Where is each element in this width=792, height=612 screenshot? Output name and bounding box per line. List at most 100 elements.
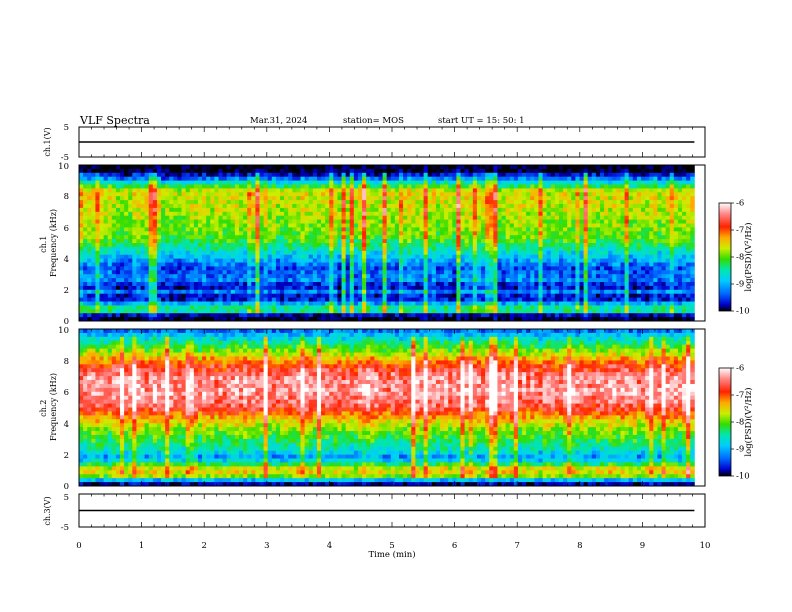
spectrogram-cell [341, 278, 347, 283]
spectrogram-cell [255, 278, 260, 283]
spectrogram-cell [517, 165, 523, 170]
spectrogram-cell [177, 188, 182, 193]
spectrogram-cell [382, 274, 388, 279]
spectrogram-cell [575, 282, 580, 287]
spectrogram-cell [267, 282, 273, 287]
spectrogram-cell [526, 192, 531, 197]
spectrogram-cell [546, 200, 552, 205]
spectrogram-cell [370, 246, 375, 252]
spectrogram-cell [583, 188, 589, 193]
spectrogram-cell [120, 309, 125, 314]
spectrogram-cell [115, 243, 121, 248]
spectrogram-cell [83, 258, 88, 263]
spectrogram-cell [456, 172, 461, 178]
spectrogram-cell [345, 243, 351, 248]
spectrogram-cell [206, 200, 211, 205]
spectrogram-cell [575, 200, 580, 205]
spectrogram-cell [214, 227, 219, 232]
spectrogram-cell [115, 227, 121, 232]
spectrogram-cell [312, 184, 318, 189]
spectrogram-cell [193, 235, 199, 240]
spectrogram-cell [546, 231, 552, 236]
spectrogram-cell [456, 289, 461, 295]
spectrogram-cell [558, 168, 564, 174]
spectrogram-cell [280, 211, 285, 217]
spectrogram-cell [144, 184, 150, 189]
spectrogram-cell [288, 207, 293, 213]
spectrogram-cell [468, 165, 474, 170]
spectrogram-cell [427, 215, 433, 220]
spectrogram-cell [197, 227, 203, 232]
spectrogram-cell [316, 293, 322, 298]
spectrogram-cell [144, 293, 150, 298]
spectrogram-cell [357, 274, 363, 279]
spectrogram-cell [304, 309, 310, 314]
spectrogram-cell [530, 258, 535, 263]
spectrogram-cell [234, 239, 240, 244]
spectrogram-cell [238, 262, 244, 267]
spectrogram-cell [95, 227, 100, 232]
spectrogram-cell [374, 250, 379, 256]
spectrogram-cell [444, 172, 449, 178]
spectrogram-cell [218, 207, 223, 213]
spectrogram-cell [526, 270, 531, 275]
spectrogram-cell [403, 313, 408, 318]
spectrogram-cell [345, 215, 351, 220]
spectrogram-cell [132, 196, 137, 201]
spectrogram-cell [275, 301, 281, 306]
spectrogram-cell [415, 262, 420, 267]
spectrogram-cell [567, 274, 572, 279]
spectrogram-cell [493, 243, 498, 248]
spectrogram-cell [325, 200, 330, 205]
spectrogram-cell [288, 223, 293, 228]
spectrogram-cell [202, 184, 207, 189]
spectrogram-cell [554, 219, 560, 224]
spectrogram-cell [431, 246, 437, 252]
spectrogram-cell [292, 200, 297, 205]
spectrogram-cell [497, 289, 502, 295]
spectrogram-cell [513, 219, 519, 224]
spectrogram-cell [169, 239, 174, 244]
spectrogram-cell [181, 258, 187, 263]
spectrogram-cell [300, 184, 306, 189]
spectrogram-cell [181, 278, 187, 283]
spectrogram-cell [316, 215, 322, 220]
spectrogram-cell [288, 215, 293, 220]
spectrogram-cell [226, 192, 232, 197]
spectrogram-cell [530, 309, 535, 314]
spectrogram-cell [95, 180, 100, 185]
spectrogram-cell [111, 270, 117, 275]
spectrogram-cell [189, 262, 195, 267]
spectrogram-cell [337, 207, 342, 213]
spectrogram-cell [120, 246, 125, 252]
spectrogram-cell [554, 301, 560, 306]
spectrogram-cell [247, 278, 252, 283]
spectrogram-cell [120, 188, 125, 193]
spectrogram-cell [440, 285, 445, 291]
spectrogram-cell [509, 282, 515, 287]
spectrogram-cell [255, 285, 260, 291]
spectrogram-cell [284, 207, 289, 213]
spectrogram-cell [247, 180, 252, 185]
spectrogram-cell [247, 262, 252, 267]
spectrogram-cell [398, 262, 404, 267]
spectrogram-cell [558, 196, 564, 201]
spectrogram-cell [583, 215, 589, 220]
spectrogram-cell [263, 293, 269, 298]
spectrogram-cell [193, 180, 199, 185]
spectrogram-cell [177, 211, 182, 217]
spectrogram-cell [567, 168, 572, 174]
spectrogram-cell [390, 254, 396, 259]
spectrogram-cell [325, 262, 330, 267]
spectrogram-cell [128, 293, 133, 298]
spectrogram-cell [550, 317, 556, 322]
spectrogram-cell [243, 196, 248, 201]
spectrogram-cell [337, 168, 342, 174]
spectrogram-cell [300, 278, 306, 283]
spectrogram-cell [288, 180, 293, 185]
spectrogram-cell [189, 274, 195, 279]
spectrogram-cell [468, 258, 474, 263]
spectrogram-cell [329, 305, 334, 310]
spectrogram-cell [505, 172, 511, 178]
spectrogram-cell [509, 165, 515, 170]
